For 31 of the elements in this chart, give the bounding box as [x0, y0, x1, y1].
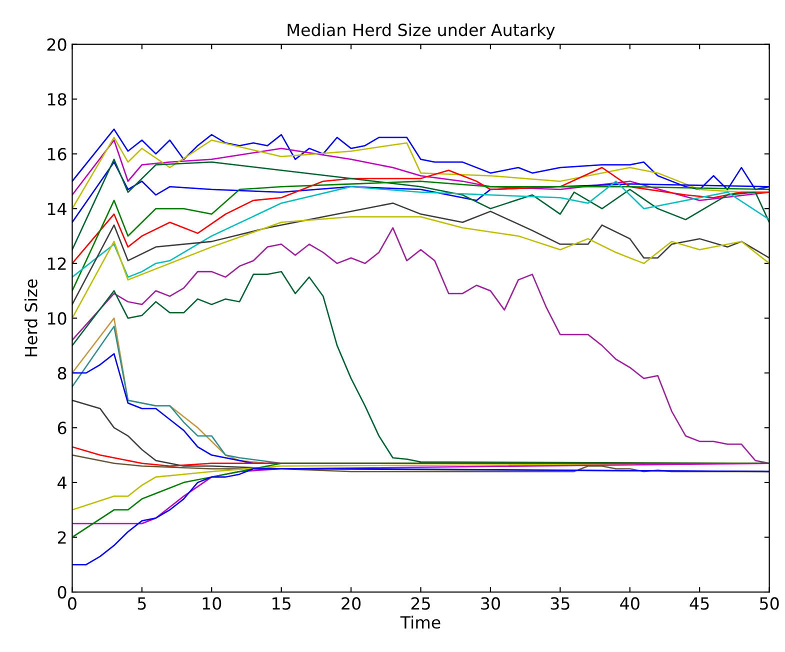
x-tick-label: 50 — [760, 597, 779, 610]
x-tick-label: 10 — [202, 597, 222, 610]
y-tick-label: 0 — [58, 586, 66, 599]
x-tick-label: 35 — [550, 597, 570, 610]
x-axis-title: Time — [400, 616, 440, 629]
line-series — [72, 202, 770, 306]
line-series — [72, 216, 770, 319]
line-series — [72, 166, 770, 264]
y-tick-label: 6 — [58, 422, 66, 434]
y-axis-title: Herd Size — [24, 279, 38, 356]
y-tick-label: 20 — [47, 38, 66, 51]
x-tick-label: 45 — [690, 597, 709, 610]
x-tick-label: 40 — [620, 597, 640, 610]
y-tick-label: 4 — [58, 476, 66, 489]
x-tick-label: 15 — [272, 597, 290, 610]
line-series — [72, 462, 770, 538]
y-tick-label: 14 — [48, 202, 66, 215]
y-tick-label: 2 — [58, 531, 66, 544]
x-tick-label: 25 — [411, 597, 430, 610]
y-tick-label: 18 — [48, 93, 66, 106]
y-tick-label: 16 — [48, 148, 66, 160]
y-tick-label: 8 — [58, 366, 66, 380]
chart-title: Median Herd Size under Autarky — [288, 23, 555, 40]
y-tick-label: 12 — [48, 257, 66, 270]
line-series — [72, 227, 770, 464]
x-tick-label: 20 — [342, 597, 361, 610]
line-series — [72, 468, 770, 566]
y-tick-label: 10 — [48, 312, 66, 325]
x-tick-label: 0 — [68, 597, 76, 610]
x-tick-label: 5 — [138, 597, 146, 610]
x-tick-label: 30 — [481, 597, 500, 610]
